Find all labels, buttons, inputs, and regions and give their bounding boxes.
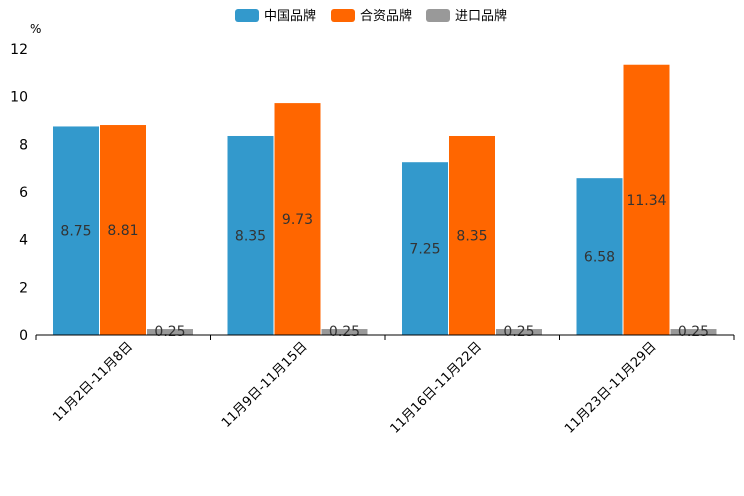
bar-1-3 bbox=[402, 162, 448, 335]
bar-2-1 bbox=[100, 125, 146, 335]
data-label-1-3: 7.25 bbox=[409, 242, 440, 258]
y-tick-label-8: 8 bbox=[19, 137, 28, 153]
y-tick-label-10: 10 bbox=[10, 90, 28, 106]
legend-swatch-2 bbox=[331, 9, 355, 22]
legend-label-3: 进口品牌 bbox=[455, 8, 507, 24]
bar-1-4 bbox=[576, 178, 623, 335]
y-tick-label-4: 4 bbox=[19, 233, 28, 249]
y-tick-label-6: 6 bbox=[19, 185, 28, 201]
y-tick-label-0: 0 bbox=[19, 328, 28, 344]
legend-swatch-3 bbox=[426, 9, 450, 22]
x-tick-label-4: 11月23日-11月29日 bbox=[562, 339, 659, 436]
bar-3-1 bbox=[147, 329, 193, 335]
legend-label-2: 合资品牌 bbox=[360, 8, 412, 24]
data-label-3-1: 0.25 bbox=[154, 324, 185, 340]
bar-3-4 bbox=[670, 329, 717, 335]
data-label-3-2: 0.25 bbox=[329, 324, 360, 340]
x-axis: 11月2日-11月8日 11月9日-11月15日 11月16日-11月22日 11月2… bbox=[35, 334, 735, 437]
data-label-2-1: 8.81 bbox=[107, 223, 138, 239]
bar-2-3 bbox=[449, 135, 495, 335]
bar-1-1 bbox=[53, 126, 99, 335]
data-label-1-2: 8.35 bbox=[235, 228, 266, 244]
data-label-2-2: 9.73 bbox=[282, 212, 313, 228]
bar-2-2 bbox=[274, 103, 321, 335]
legend-label-1: 中国品牌 bbox=[264, 8, 316, 24]
x-tick-label-2: 11月9日-11月15日 bbox=[219, 339, 311, 431]
y-axis-unit-label: % bbox=[30, 22, 41, 36]
y-tick-label-12: 12 bbox=[10, 42, 28, 58]
x-tick-label-1: 11月2日-11月8日 bbox=[50, 339, 136, 425]
bar-2-4 bbox=[623, 64, 670, 335]
bars: 8.75 8.81 0.25 8.35 9.73 0.25 7.25 8.35 0.25 6.58… bbox=[53, 64, 717, 340]
data-label-1-1: 8.75 bbox=[60, 224, 91, 240]
y-tick-label-2: 2 bbox=[19, 280, 28, 296]
data-label-3-3: 0.25 bbox=[503, 324, 534, 340]
legend: 中国品牌 合资品牌 进口品牌 bbox=[235, 8, 507, 24]
x-tick-label-3: 11月16日-11月22日 bbox=[388, 339, 485, 436]
bar-3-2 bbox=[321, 329, 368, 335]
legend-swatch-1 bbox=[235, 9, 259, 22]
data-label-2-4: 11.34 bbox=[626, 193, 666, 209]
data-label-3-4: 0.25 bbox=[678, 324, 709, 340]
data-label-1-4: 6.58 bbox=[584, 250, 615, 266]
bar-1-2 bbox=[227, 135, 274, 335]
bar-3-3 bbox=[496, 329, 542, 335]
y-axis: 0 2 4 6 8 10 12 bbox=[10, 42, 28, 344]
data-label-2-3: 8.35 bbox=[456, 228, 487, 244]
